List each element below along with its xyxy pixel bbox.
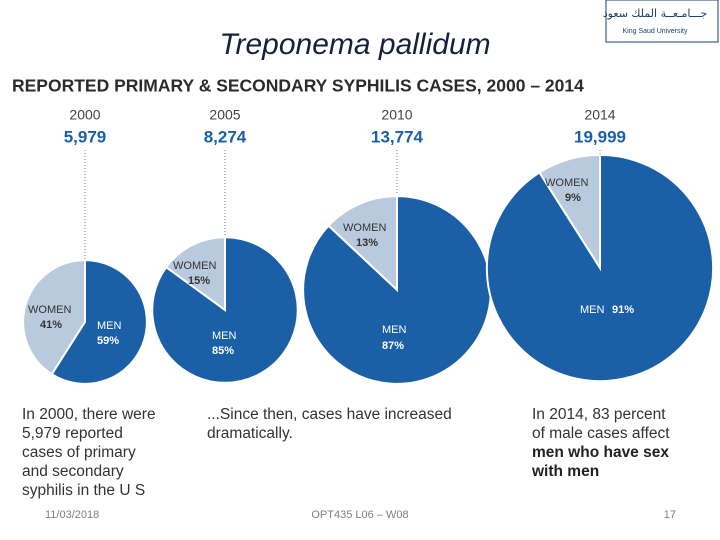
total-label: 19,999: [574, 127, 626, 146]
pie-slice: [50, 259, 148, 385]
slice-category: MEN: [382, 324, 407, 336]
caption-line: ...Since then, cases have increased: [207, 406, 452, 423]
pie-slice: [302, 195, 492, 385]
year-label: 2000: [69, 107, 100, 123]
slice-category: WOMEN: [343, 222, 386, 234]
pie-slice: [164, 236, 226, 312]
slice-category: WOMEN: [173, 260, 216, 272]
year-label: 2005: [209, 107, 240, 123]
slice-value-label: 59%: [97, 335, 119, 347]
caption-line: cases of primary: [22, 444, 136, 461]
infographic-title: REPORTED PRIMARY & SECONDARY SYPHILIS CA…: [12, 76, 584, 96]
caption-line: syphilis in the U S: [22, 482, 145, 499]
logo-arabic: جـــامـعــة الملك سعود: [603, 7, 707, 20]
slice-category: MEN: [97, 320, 122, 332]
caption-bold-line: men who have sex: [532, 444, 669, 461]
caption-bold-line: with men: [531, 463, 599, 480]
slice-value-label: 87%: [382, 340, 404, 352]
total-label: 8,274: [204, 127, 247, 146]
caption-line: and secondary: [22, 463, 124, 480]
slice-value-label: 85%: [212, 345, 234, 357]
slice-value-label: 41%: [40, 319, 62, 331]
slide-title: Treponema pallidum: [219, 28, 490, 61]
slice-value-label: 13%: [356, 237, 378, 249]
pie-slice: [151, 236, 299, 384]
slice-category: WOMEN: [545, 177, 588, 189]
caption-line: 5,979 reported: [22, 425, 123, 442]
logo-frame: [605, 0, 719, 43]
slice-category: MEN: [212, 330, 237, 342]
page-number: 17: [664, 509, 676, 521]
caption-line: In 2000, there were: [22, 406, 156, 423]
pie-slice: [327, 195, 398, 293]
caption-line: of male cases affect: [532, 425, 670, 442]
footer-course: OPT435 L06 – W08: [311, 509, 408, 521]
caption-line: In 2014, 83 percent: [532, 406, 666, 423]
slice-value-label: 15%: [188, 275, 210, 287]
slice-category: MEN: [580, 304, 605, 316]
slice-value-label: 91%: [612, 304, 634, 316]
year-label: 2010: [381, 107, 412, 123]
caption-line: dramatically.: [207, 425, 293, 442]
slice-value-label: 9%: [565, 192, 581, 204]
slice-category: WOMEN: [28, 304, 71, 316]
footer-date: 11/03/2018: [45, 509, 99, 521]
total-label: 5,979: [64, 127, 107, 146]
logo-english: King Saud University: [623, 28, 688, 35]
total-label: 13,774: [371, 127, 424, 146]
year-label: 2014: [584, 107, 615, 123]
pie-slice: [485, 153, 715, 383]
